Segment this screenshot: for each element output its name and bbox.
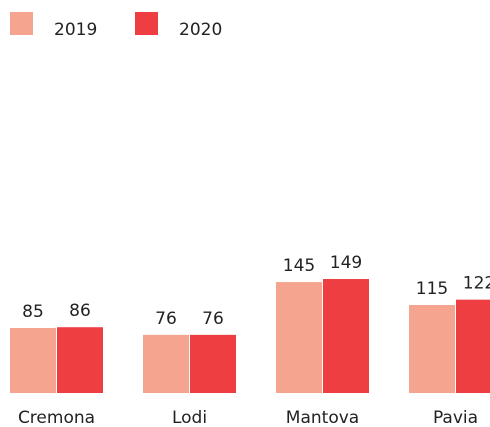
bar xyxy=(143,334,189,393)
data-label: 149 xyxy=(330,253,362,273)
data-label: 76 xyxy=(202,309,224,329)
x-tick-label: Pavia xyxy=(433,408,478,427)
x-tick-label: Lodi xyxy=(172,408,207,427)
data-label: 122 xyxy=(463,274,490,294)
bar xyxy=(323,279,369,393)
data-label: 145 xyxy=(283,256,315,276)
data-label: 76 xyxy=(155,309,177,329)
legend-swatch xyxy=(135,12,158,35)
legend-swatch xyxy=(10,12,33,35)
bar xyxy=(190,334,236,393)
data-label: 86 xyxy=(69,301,91,321)
x-tick-label: Mantova xyxy=(286,408,359,427)
data-label: 115 xyxy=(416,279,448,299)
bar xyxy=(276,282,322,393)
bar xyxy=(10,327,56,393)
legend-label: 2019 xyxy=(54,20,97,40)
data-label: 85 xyxy=(22,302,44,322)
bar xyxy=(57,327,103,393)
legend-label: 2020 xyxy=(179,20,222,40)
x-tick-label: Cremona xyxy=(18,408,95,427)
bar xyxy=(409,305,455,393)
bar xyxy=(456,299,490,393)
